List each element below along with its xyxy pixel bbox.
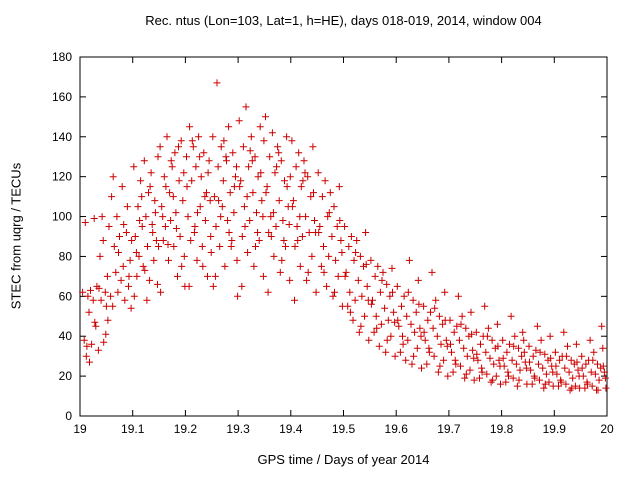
- x-tick-label: 19.3: [226, 422, 250, 436]
- x-tick-label: 20: [600, 422, 614, 436]
- y-tick-label: 120: [52, 170, 72, 184]
- y-tick-label: 40: [59, 329, 73, 343]
- x-tick-label: 19.9: [543, 422, 567, 436]
- y-tick-label: 100: [52, 210, 72, 224]
- x-axis-label: GPS time / Days of year 2014: [257, 452, 430, 467]
- x-tick-label: 19.5: [332, 422, 356, 436]
- data-points: [79, 79, 610, 394]
- x-tick-label: 19.7: [437, 422, 461, 436]
- x-tick-label: 19.2: [174, 422, 198, 436]
- chart-title: Rec. ntus (Lon=103, Lat=1, h=HE), days 0…: [145, 13, 542, 28]
- x-tick-label: 19: [73, 422, 87, 436]
- y-tick-label: 160: [52, 90, 72, 104]
- x-tick-label: 19.1: [121, 422, 145, 436]
- y-tick-label: 80: [59, 249, 73, 263]
- y-tick-label: 0: [65, 409, 72, 423]
- x-tick-label: 19.8: [490, 422, 514, 436]
- x-tick-label: 19.6: [385, 422, 409, 436]
- y-tick-label: 20: [59, 369, 73, 383]
- y-tick-label: 140: [52, 130, 72, 144]
- y-tick-label: 60: [59, 289, 73, 303]
- y-tick-label: 180: [52, 50, 72, 64]
- x-tick-label: 19.4: [279, 422, 303, 436]
